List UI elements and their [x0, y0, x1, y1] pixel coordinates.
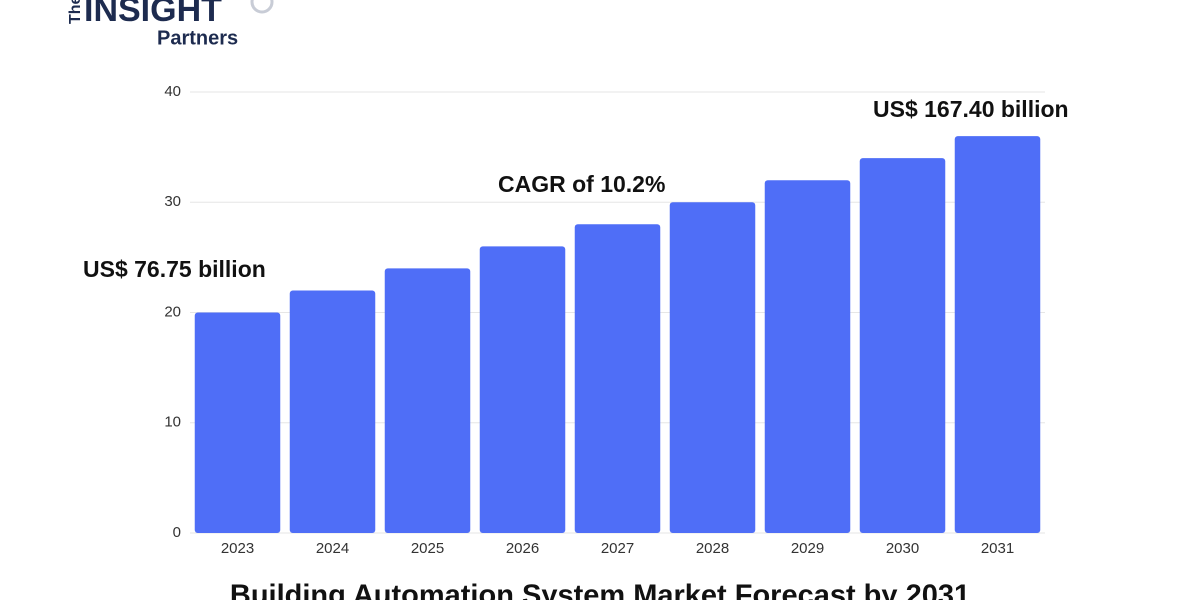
bar	[954, 136, 1041, 533]
x-tick-label: 2030	[886, 540, 919, 557]
logo-partners: Partners	[157, 27, 238, 49]
y-tick-label: 40	[164, 83, 181, 100]
bar	[289, 290, 376, 533]
x-tick-label: 2025	[411, 540, 444, 557]
x-tick-label: 2023	[221, 540, 254, 557]
bar	[194, 312, 281, 533]
x-tick-label: 2027	[601, 540, 634, 557]
x-tick-label: 2026	[506, 540, 539, 557]
x-tick-label: 2024	[316, 540, 349, 557]
bar	[384, 268, 471, 533]
bar	[669, 202, 756, 533]
x-tick-label: 2028	[696, 540, 729, 557]
logo-icon	[250, 0, 274, 14]
y-tick-label: 30	[164, 193, 181, 210]
annotation: US$ 167.40 billion	[873, 96, 1069, 122]
bar	[859, 158, 946, 533]
logo: The INSIGHT Partners	[67, 0, 274, 49]
bar	[574, 224, 661, 534]
y-tick-label: 10	[164, 414, 181, 431]
logo-insight: INSIGHT	[84, 0, 222, 29]
bar	[479, 246, 566, 533]
annotation: US$ 76.75 billion	[83, 256, 266, 282]
bar	[764, 180, 851, 533]
x-tick-label: 2031	[981, 540, 1014, 557]
y-tick-label: 0	[173, 524, 181, 541]
chart-title: Building Automation System Market Foreca…	[230, 580, 970, 600]
logo-the: The	[67, 0, 84, 24]
x-tick-label: 2029	[791, 540, 824, 557]
y-tick-label: 20	[164, 303, 181, 320]
annotation: CAGR of 10.2%	[498, 171, 665, 197]
